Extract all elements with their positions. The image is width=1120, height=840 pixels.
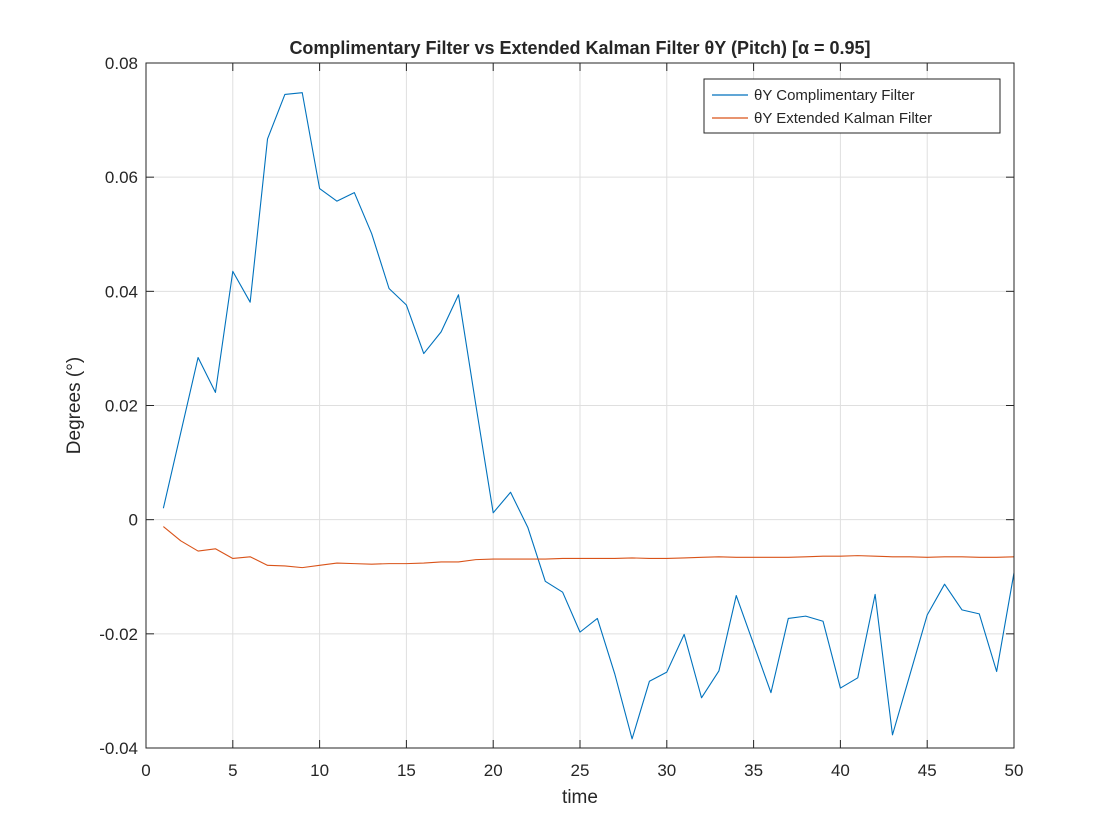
chart-title: Complimentary Filter vs Extended Kalman … bbox=[289, 38, 870, 58]
x-tick-label: 45 bbox=[918, 761, 937, 780]
legend-label-complimentary: θY Complimentary Filter bbox=[754, 87, 915, 104]
x-tick-label: 50 bbox=[1005, 761, 1024, 780]
legend: θY Complimentary Filter θY Extended Kalm… bbox=[703, 78, 1001, 134]
ticks: 0 5 10 15 20 25 30 35 40 45 50 -0.04 -0.02 0 0.02 0.04 0… bbox=[99, 54, 1023, 780]
x-tick-label: 15 bbox=[397, 761, 416, 780]
x-tick-label: 5 bbox=[228, 761, 237, 780]
series-line-kalman bbox=[163, 526, 1015, 569]
legend-label-kalman: θY Extended Kalman Filter bbox=[754, 110, 932, 127]
y-tick-label: 0.08 bbox=[105, 54, 138, 73]
x-axis-label: time bbox=[562, 787, 598, 808]
x-tick-label: 30 bbox=[657, 761, 676, 780]
y-tick-label: 0.04 bbox=[105, 282, 138, 301]
x-tick-label: 10 bbox=[310, 761, 329, 780]
legend-box bbox=[703, 78, 1001, 134]
y-axis-label: Degrees (°) bbox=[64, 357, 85, 454]
y-tick-label: 0.02 bbox=[105, 397, 138, 416]
x-tick-label: 20 bbox=[484, 761, 503, 780]
series-group bbox=[162, 92, 1015, 740]
x-tick-label: 25 bbox=[571, 761, 590, 780]
x-tick-label: 40 bbox=[831, 761, 850, 780]
y-tick-label: 0.06 bbox=[105, 168, 138, 187]
series-line-complimentary bbox=[162, 92, 1015, 740]
y-tick-label: -0.04 bbox=[99, 739, 138, 758]
x-tick-label: 0 bbox=[141, 761, 150, 780]
y-tick-label: -0.02 bbox=[99, 625, 138, 644]
x-tick-label: 35 bbox=[744, 761, 763, 780]
y-tick-label: 0 bbox=[129, 511, 138, 530]
